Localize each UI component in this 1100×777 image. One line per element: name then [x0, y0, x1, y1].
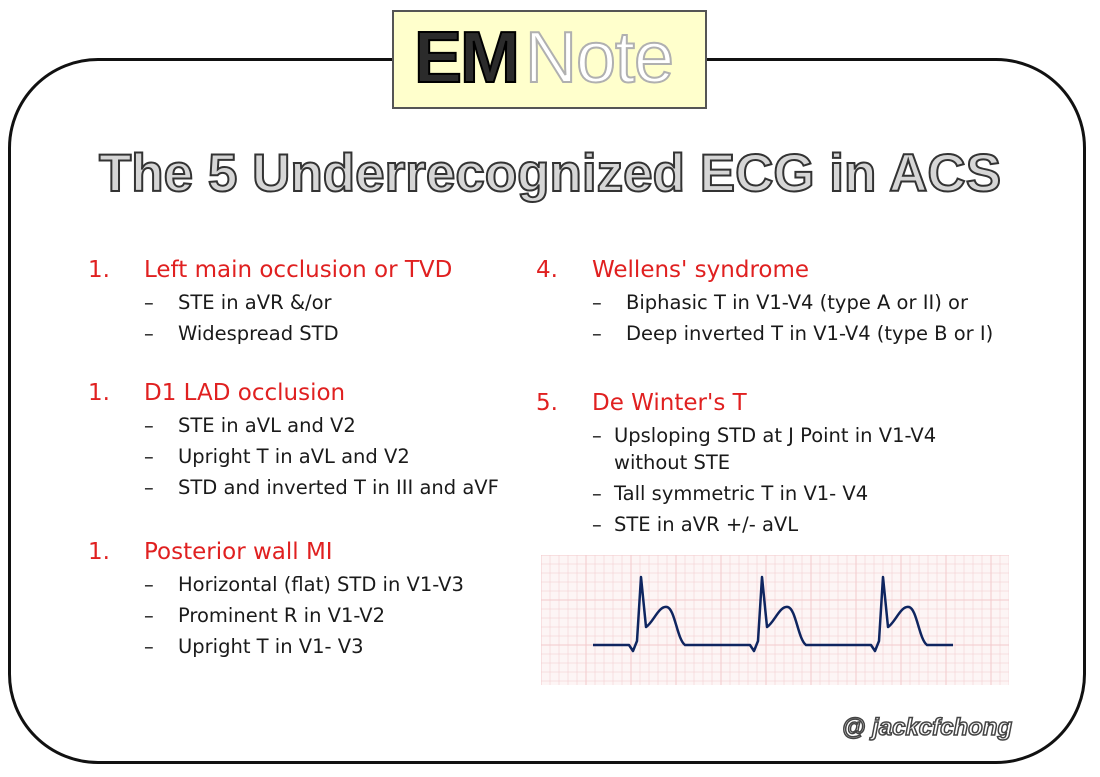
logo-note-text: Note — [524, 17, 675, 99]
dash-bullet: – — [592, 291, 602, 314]
criteria-list: – STE in aVR &/or – Widespread STD — [88, 287, 339, 349]
item-text: STE in aVL and V2 — [178, 414, 356, 437]
dash-bullet: – — [592, 482, 602, 505]
list-item: – STE in aVL and V2 — [88, 410, 499, 441]
dash-bullet: – — [592, 424, 602, 447]
section-wellens-syndrome: 4. Wellens' syndrome – Biphasic T in V1-V… — [536, 253, 993, 349]
dash-bullet: – — [144, 322, 154, 345]
item-text: Upsloping STD at J Point in V1-V4 — [614, 424, 937, 447]
section-number: 5. — [536, 390, 558, 416]
emnote-logo: EM Note — [392, 10, 707, 109]
section-heading: 1. D1 LAD occlusion — [88, 376, 499, 410]
item-text: Biphasic T in V1-V4 (type A or II) or — [626, 291, 968, 314]
item-text: Upright T in V1- V3 — [178, 635, 364, 658]
section-title: D1 LAD occlusion — [144, 380, 346, 406]
dash-bullet: – — [144, 604, 154, 627]
list-item: – Deep inverted T in V1-V4 (type B or I) — [536, 318, 993, 349]
criteria-list: – STE in aVL and V2 – Upright T in aVL and… — [88, 410, 499, 503]
section-title: De Winter's T — [592, 390, 747, 416]
item-text: Horizontal (flat) STD in V1-V3 — [178, 573, 464, 596]
item-text-continued: without STE — [614, 451, 731, 474]
ecg-svg — [540, 554, 1010, 685]
item-text: STD and inverted T in III and aVF — [178, 476, 499, 499]
list-item: – Widespread STD — [88, 318, 339, 349]
item-text: STE in aVR +/- aVL — [614, 513, 799, 536]
criteria-list: – Upsloping STD at J Point in V1-V4 withou… — [536, 422, 936, 538]
section-number: 1. — [88, 380, 110, 406]
list-item: – Upright T in aVL and V2 — [88, 441, 499, 472]
section-heading: 1. Left main occlusion or TVD — [88, 253, 452, 287]
list-item: – Upsloping STD at J Point in V1-V4 withou… — [536, 422, 936, 476]
dash-bullet: – — [144, 291, 154, 314]
criteria-list: – Horizontal (flat) STD in V1-V3 – Promine… — [88, 569, 464, 662]
dash-bullet: – — [144, 476, 154, 499]
item-text: Widespread STD — [178, 322, 339, 345]
dash-bullet: – — [144, 414, 154, 437]
section-left-main-occlusion: 1. Left main occlusion or TVD – STE in aV… — [88, 253, 452, 349]
section-title: Left main occlusion or TVD — [144, 257, 453, 283]
list-item: – Prominent R in V1-V2 — [88, 600, 464, 631]
item-text: STE in aVR &/or — [178, 291, 332, 314]
list-item: – Horizontal (flat) STD in V1-V3 — [88, 569, 464, 600]
section-heading: 5. De Winter's T — [536, 386, 936, 420]
section-number: 4. — [536, 257, 558, 283]
dash-bullet: – — [144, 445, 154, 468]
list-item: – STE in aVR +/- aVL — [536, 511, 936, 538]
item-text: Tall symmetric T in V1- V4 — [614, 482, 869, 505]
list-item: – Upright T in V1- V3 — [88, 631, 464, 662]
section-title: Wellens' syndrome — [592, 257, 810, 283]
section-title: Posterior wall MI — [144, 539, 333, 565]
dash-bullet: – — [592, 513, 602, 536]
ecg-strip-illustration — [540, 554, 1010, 685]
dash-bullet: – — [144, 635, 154, 658]
section-d1-lad-occlusion: 1. D1 LAD occlusion – STE in aVL and V2 –… — [88, 376, 499, 503]
criteria-list: – Biphasic T in V1-V4 (type A or II) or –… — [536, 287, 993, 349]
dash-bullet: – — [144, 573, 154, 596]
section-heading: 1. Posterior wall MI — [88, 535, 464, 569]
section-posterior-wall-mi: 1. Posterior wall MI – Horizontal (flat) … — [88, 535, 464, 662]
list-item: – Biphasic T in V1-V4 (type A or II) or — [536, 287, 993, 318]
item-text: Upright T in aVL and V2 — [178, 445, 410, 468]
item-text: Prominent R in V1-V2 — [178, 604, 386, 627]
section-number: 1. — [88, 257, 110, 283]
section-number: 1. — [88, 539, 110, 565]
logo-em-text: EM — [413, 17, 521, 99]
author-credit: @ jackcfchong — [841, 713, 1013, 742]
page-title: The 5 Underrecognized ECG in ACS — [98, 143, 1002, 204]
section-de-winters-t: 5. De Winter's T – Upsloping STD at J Poi… — [536, 386, 936, 542]
section-heading: 4. Wellens' syndrome — [536, 253, 993, 287]
ecg-trace — [593, 575, 953, 653]
dash-bullet: – — [592, 322, 602, 345]
list-item: – STD and inverted T in III and aVF — [88, 472, 499, 503]
list-item: – Tall symmetric T in V1- V4 — [536, 480, 936, 507]
list-item: – STE in aVR &/or — [88, 287, 339, 318]
item-text: Deep inverted T in V1-V4 (type B or I) — [626, 322, 994, 345]
